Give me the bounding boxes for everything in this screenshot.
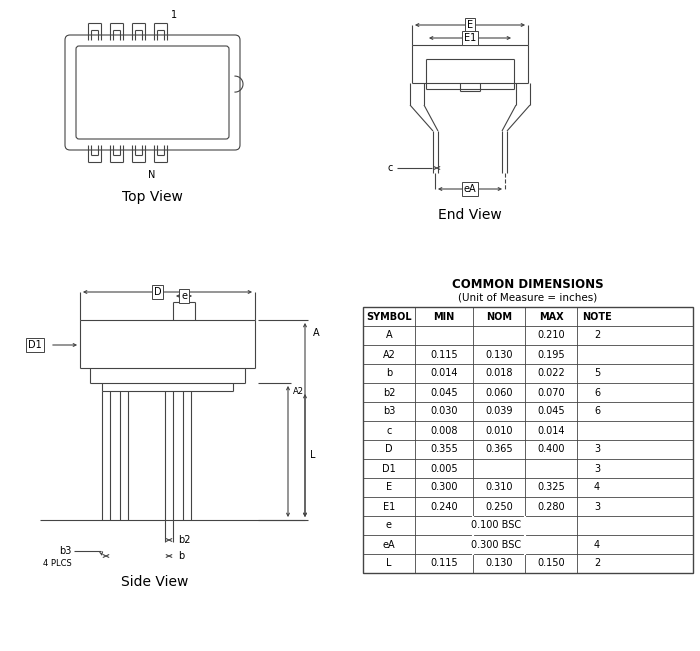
Text: E: E	[386, 482, 392, 493]
Text: 0.300 BSC: 0.300 BSC	[471, 540, 521, 549]
Text: N: N	[148, 170, 155, 180]
Text: COMMON DIMENSIONS: COMMON DIMENSIONS	[452, 279, 604, 292]
Text: 0.115: 0.115	[430, 559, 458, 568]
Text: b2: b2	[178, 535, 190, 545]
Text: 0.250: 0.250	[485, 501, 513, 512]
Text: b3: b3	[383, 406, 395, 417]
Text: D: D	[385, 445, 393, 454]
Text: 4 PLCS: 4 PLCS	[43, 559, 72, 568]
Text: (Unit of Measure = inches): (Unit of Measure = inches)	[458, 293, 598, 303]
Text: 0.030: 0.030	[430, 406, 458, 417]
Bar	[363, 307, 693, 573]
Text: NOM: NOM	[486, 311, 512, 322]
Text: 0.130: 0.130	[485, 559, 512, 568]
Text: 0.210: 0.210	[537, 331, 565, 340]
Text: 4: 4	[594, 482, 600, 493]
Text: 3: 3	[594, 501, 600, 512]
Text: A: A	[313, 328, 320, 338]
Text: 0.310: 0.310	[485, 482, 512, 493]
Text: 0.195: 0.195	[537, 350, 565, 359]
Text: b: b	[386, 368, 392, 378]
Text: 0.005: 0.005	[430, 464, 458, 473]
Text: 0.115: 0.115	[430, 350, 458, 359]
Text: 0.280: 0.280	[537, 501, 565, 512]
Text: 0.014: 0.014	[430, 368, 458, 378]
Text: A2: A2	[293, 387, 304, 396]
Text: NOTE: NOTE	[582, 311, 612, 322]
Text: b2: b2	[383, 387, 395, 398]
Text: c: c	[386, 426, 392, 436]
Text: 0.130: 0.130	[485, 350, 512, 359]
Text: 0.014: 0.014	[538, 426, 565, 436]
Text: b3: b3	[60, 546, 72, 556]
Text: 3: 3	[594, 464, 600, 473]
Text: eA: eA	[463, 184, 476, 194]
Text: 3: 3	[594, 445, 600, 454]
Text: L: L	[310, 450, 316, 460]
Text: 6: 6	[594, 406, 600, 417]
Text: D: D	[154, 287, 161, 297]
Text: 0.325: 0.325	[537, 482, 565, 493]
Text: 0.060: 0.060	[485, 387, 512, 398]
Text: 0.355: 0.355	[430, 445, 458, 454]
Text: 0.045: 0.045	[430, 387, 458, 398]
Text: MIN: MIN	[433, 311, 454, 322]
Text: 0.039: 0.039	[485, 406, 512, 417]
Text: 0.010: 0.010	[485, 426, 512, 436]
Text: 6: 6	[594, 387, 600, 398]
Text: 2: 2	[594, 331, 600, 340]
Text: E: E	[467, 20, 473, 30]
Text: A2: A2	[383, 350, 395, 359]
Text: 5: 5	[594, 368, 600, 378]
Text: A: A	[386, 331, 392, 340]
Text: 0.150: 0.150	[537, 559, 565, 568]
Text: 0.018: 0.018	[485, 368, 512, 378]
Text: Top View: Top View	[122, 190, 183, 204]
Text: 4: 4	[594, 540, 600, 549]
Text: D1: D1	[28, 340, 42, 350]
Text: End View: End View	[438, 208, 502, 222]
Text: 0.070: 0.070	[537, 387, 565, 398]
Text: SYMBOL: SYMBOL	[366, 311, 412, 322]
Text: e: e	[386, 521, 392, 531]
Text: Side View: Side View	[121, 575, 189, 589]
Text: 0.240: 0.240	[430, 501, 458, 512]
Text: 2: 2	[594, 559, 600, 568]
Text: b: b	[178, 551, 184, 561]
Text: E1: E1	[464, 33, 476, 43]
Text: MAX: MAX	[539, 311, 564, 322]
Text: eA: eA	[383, 540, 395, 549]
Text: L: L	[386, 559, 392, 568]
Text: E1: E1	[383, 501, 395, 512]
Text: e: e	[181, 291, 187, 301]
Text: 0.100 BSC: 0.100 BSC	[471, 521, 521, 531]
Text: 0.045: 0.045	[537, 406, 565, 417]
Text: 0.365: 0.365	[485, 445, 513, 454]
Text: c: c	[387, 163, 393, 173]
Text: 0.400: 0.400	[538, 445, 565, 454]
Text: 0.008: 0.008	[430, 426, 458, 436]
Text: 1: 1	[171, 10, 177, 20]
Text: D1: D1	[382, 464, 396, 473]
Text: 0.022: 0.022	[537, 368, 565, 378]
Text: 0.300: 0.300	[430, 482, 458, 493]
